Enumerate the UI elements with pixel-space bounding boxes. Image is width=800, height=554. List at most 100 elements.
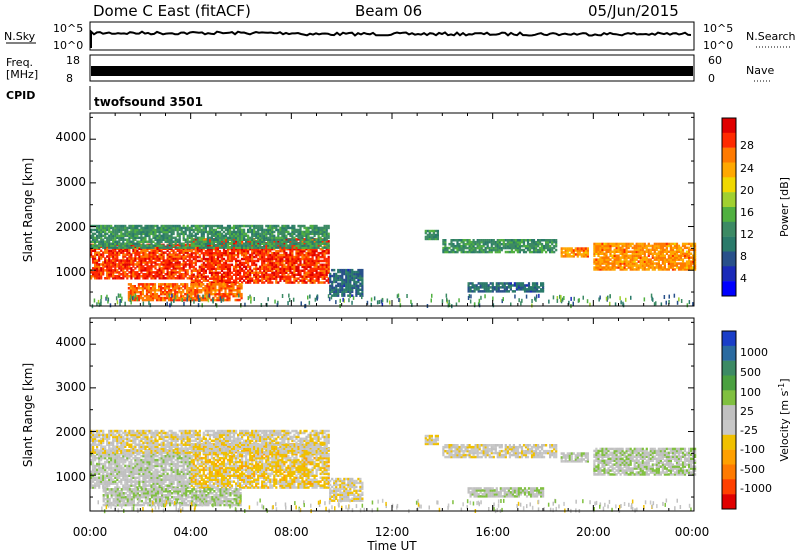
range-gate-cell	[655, 266, 658, 269]
range-gate-cell	[198, 267, 201, 271]
range-gate-cell	[158, 296, 161, 300]
range-gate-cell	[151, 285, 155, 288]
range-gate-cell	[464, 246, 467, 250]
range-gate-cell	[293, 267, 296, 271]
range-gate-cell	[176, 253, 179, 256]
range-gate-cell	[607, 268, 610, 271]
range-gate-cell	[222, 267, 226, 271]
range-gate-cell	[456, 250, 459, 254]
range-gate-cell	[639, 256, 642, 259]
range-gate-cell	[196, 292, 199, 296]
range-gate-cell	[226, 247, 230, 251]
range-gate-cell	[124, 228, 127, 232]
range-gate-cell	[141, 290, 144, 294]
range-gate-cell	[301, 257, 304, 261]
range-gate-cell	[104, 228, 107, 232]
range-gate-cell	[617, 262, 620, 265]
range-gate-cell	[611, 250, 614, 253]
range-gate-cell	[182, 255, 185, 258]
range-gate-cell	[102, 253, 105, 256]
range-gate-cell	[220, 224, 224, 228]
range-gate-cell	[255, 263, 258, 267]
range-gate-cell	[144, 261, 147, 264]
range-gate-cell	[128, 232, 131, 236]
range-gate-cell	[148, 224, 151, 228]
range-gate-cell	[503, 282, 506, 285]
range-gate-cell	[261, 234, 264, 238]
range-gate-cell	[613, 254, 616, 257]
range-gate-cell	[470, 250, 473, 254]
range-gate-cell	[472, 246, 475, 250]
range-gate-cell	[269, 277, 272, 280]
range-gate-cell	[222, 285, 225, 288]
range-gate-cell	[655, 256, 658, 259]
range-gate-cell	[134, 275, 137, 278]
range-gate-cell	[263, 261, 266, 265]
range-gate-cell	[289, 232, 292, 236]
range-gate-cell	[532, 248, 536, 252]
range-gate-cell	[609, 268, 612, 271]
range-gate-cell	[255, 279, 258, 282]
range-gate-cell	[208, 263, 211, 267]
range-gate-cell	[166, 290, 169, 294]
range-gate-cell	[291, 224, 294, 228]
range-gate-cell	[313, 261, 316, 265]
range-gate-cell	[96, 251, 99, 254]
range-gate-cell	[474, 246, 477, 250]
range-gate-cell	[623, 248, 626, 252]
range-gate-cell	[295, 277, 298, 280]
range-gate-cell	[162, 244, 165, 247]
range-gate-cell	[245, 253, 248, 257]
range-gate-cell	[255, 255, 258, 259]
range-gate-cell	[673, 262, 677, 265]
range-gate-cell	[164, 224, 167, 228]
range-gate-cell	[633, 252, 636, 255]
range-gate-cell	[603, 266, 606, 269]
range-gate-cell	[613, 262, 616, 265]
range-gate-cell	[144, 228, 147, 232]
range-gate-cell	[357, 292, 360, 295]
range-gate-cell	[247, 240, 250, 243]
range-gate-cell	[321, 253, 324, 257]
range-gate-cell	[681, 244, 685, 248]
range-gate-cell	[478, 244, 481, 248]
range-gate-cell	[486, 239, 489, 242]
range-gate-cell	[521, 286, 525, 289]
range-gate-cell	[128, 263, 131, 266]
range-gate-cell	[155, 294, 159, 298]
range-gate-cell	[243, 246, 246, 249]
range-gate-cell	[230, 275, 234, 278]
range-gate-cell	[238, 287, 241, 290]
range-gate-cell	[694, 242, 697, 246]
range-gate-cell	[142, 236, 145, 240]
range-gate-cell	[178, 261, 181, 264]
range-gate-cell	[631, 250, 634, 253]
range-gate-cell	[170, 238, 173, 241]
range-gate-cell	[222, 265, 226, 269]
range-gate-cell	[154, 261, 157, 264]
range-gate-cell	[426, 233, 429, 237]
range-gate-cell	[230, 271, 234, 274]
range-gate-cell	[94, 259, 97, 262]
range-gate-cell	[220, 257, 224, 261]
range-gate-cell	[639, 254, 642, 257]
range-gate-cell	[116, 232, 119, 236]
range-gate-cell	[323, 275, 326, 278]
range-gate-cell	[160, 289, 163, 292]
range-gate-cell	[476, 250, 479, 254]
range-gate-cell	[168, 296, 171, 300]
range-gate-cell	[245, 234, 248, 238]
range-gate-cell	[359, 288, 362, 291]
range-gate-cell	[198, 244, 201, 247]
range-gate-cell	[277, 246, 280, 249]
range-gate-cell	[237, 247, 240, 251]
range-gate-cell	[150, 244, 153, 247]
range-gate-cell	[162, 292, 165, 296]
range-gate-cell	[564, 251, 567, 254]
range-gate-cell	[151, 283, 155, 286]
range-gate-cell	[675, 254, 679, 257]
range-gate-cell	[202, 298, 205, 302]
range-gate-cell	[164, 265, 167, 268]
range-gate-cell	[120, 238, 123, 241]
range-gate-cell	[120, 244, 123, 247]
